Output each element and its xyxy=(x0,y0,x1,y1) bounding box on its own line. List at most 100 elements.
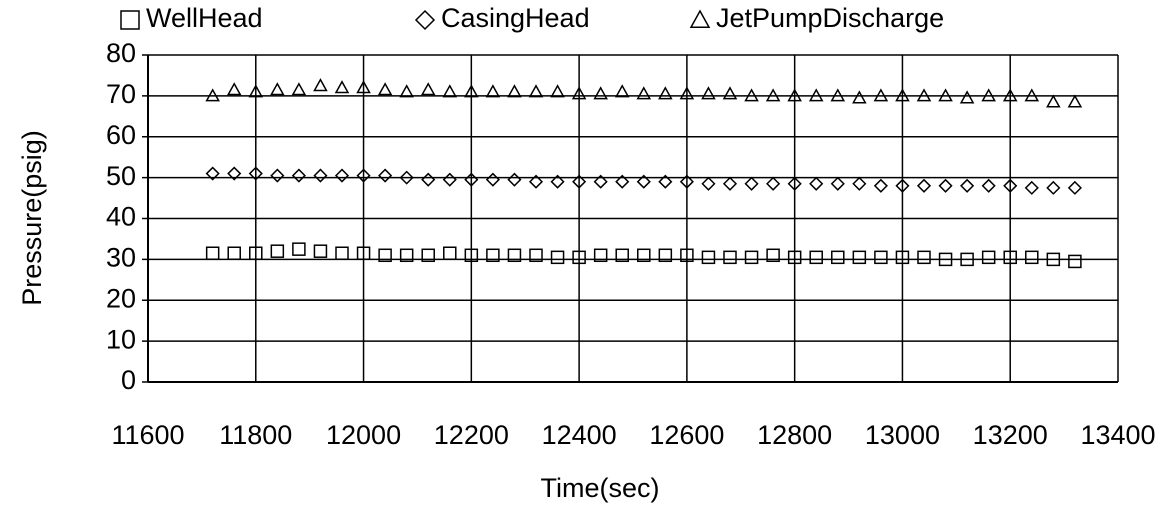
point xyxy=(744,176,759,191)
point xyxy=(831,250,845,265)
point xyxy=(334,80,350,94)
point xyxy=(917,250,931,265)
point xyxy=(334,168,350,183)
y-tick-label: 70 xyxy=(106,79,136,109)
y-tick-label: 30 xyxy=(106,243,136,273)
legend-label: WellHead xyxy=(146,3,263,33)
legend-symbol xyxy=(689,9,711,28)
point xyxy=(291,168,306,183)
point xyxy=(701,250,716,265)
legend-symbol xyxy=(120,10,140,30)
point xyxy=(464,172,479,187)
point xyxy=(873,178,888,193)
point xyxy=(852,176,867,191)
point xyxy=(787,88,802,102)
x-tick-label: 12200 xyxy=(434,420,509,450)
legend-label: JetPumpDischarge xyxy=(716,3,944,33)
point xyxy=(830,88,846,102)
point xyxy=(1067,180,1082,195)
point xyxy=(270,244,285,258)
legend-label: CasingHead xyxy=(441,3,590,33)
point xyxy=(873,88,889,102)
point xyxy=(658,174,673,189)
point xyxy=(938,252,953,267)
point xyxy=(895,88,910,102)
point xyxy=(960,178,975,193)
x-tick-label: 12800 xyxy=(757,420,832,450)
point xyxy=(679,174,694,189)
point xyxy=(744,250,759,265)
point xyxy=(1046,252,1061,267)
point xyxy=(636,174,651,189)
point xyxy=(636,86,652,100)
point xyxy=(313,244,328,258)
point xyxy=(614,84,630,98)
x-tick-label: 11600 xyxy=(111,420,184,450)
point xyxy=(378,168,393,183)
point xyxy=(637,248,651,263)
point xyxy=(464,248,479,263)
point xyxy=(464,84,479,98)
point xyxy=(1067,94,1083,108)
point xyxy=(291,82,307,96)
y-tick-label: 40 xyxy=(106,202,136,232)
point xyxy=(808,88,824,102)
point xyxy=(270,168,285,183)
x-axis-label: Time(sec) xyxy=(541,473,660,503)
point xyxy=(766,248,780,263)
x-tick-label: 13200 xyxy=(973,420,1048,450)
point xyxy=(787,176,802,191)
point xyxy=(895,178,910,193)
point xyxy=(701,176,716,191)
point xyxy=(227,166,242,181)
point xyxy=(205,166,220,181)
point xyxy=(420,82,436,96)
point xyxy=(550,174,565,189)
y-tick-label: 60 xyxy=(106,120,136,150)
point xyxy=(593,174,608,189)
point xyxy=(938,88,953,102)
y-axis-label: Pressure(psig) xyxy=(17,130,47,306)
point xyxy=(852,250,867,265)
point xyxy=(270,82,285,96)
point xyxy=(787,250,802,265)
point xyxy=(399,84,414,98)
point xyxy=(485,172,500,187)
x-tick-label: 13400 xyxy=(1080,420,1155,450)
point xyxy=(1003,178,1018,193)
point xyxy=(615,174,630,189)
point xyxy=(528,84,544,98)
x-tick-label: 11800 xyxy=(219,420,292,450)
point xyxy=(1024,180,1039,195)
point xyxy=(1046,94,1061,108)
point xyxy=(249,246,263,260)
point xyxy=(377,82,393,96)
y-tick-label: 20 xyxy=(106,283,136,313)
point xyxy=(485,84,501,98)
point xyxy=(507,248,522,263)
point xyxy=(1046,180,1061,195)
point xyxy=(399,170,414,185)
point xyxy=(658,248,673,263)
point xyxy=(571,86,587,100)
point xyxy=(335,246,349,260)
point xyxy=(766,176,781,191)
point xyxy=(356,168,371,183)
point xyxy=(443,246,457,260)
point xyxy=(1025,250,1039,265)
y-tick-label: 80 xyxy=(106,38,136,68)
point xyxy=(292,242,306,256)
point xyxy=(852,90,867,104)
point xyxy=(1002,88,1018,102)
point xyxy=(765,88,781,102)
point xyxy=(916,178,932,193)
point xyxy=(809,250,823,265)
point xyxy=(744,88,759,102)
point xyxy=(895,250,910,265)
point xyxy=(378,248,392,263)
point xyxy=(205,246,220,260)
point xyxy=(830,176,845,191)
point xyxy=(572,174,587,189)
